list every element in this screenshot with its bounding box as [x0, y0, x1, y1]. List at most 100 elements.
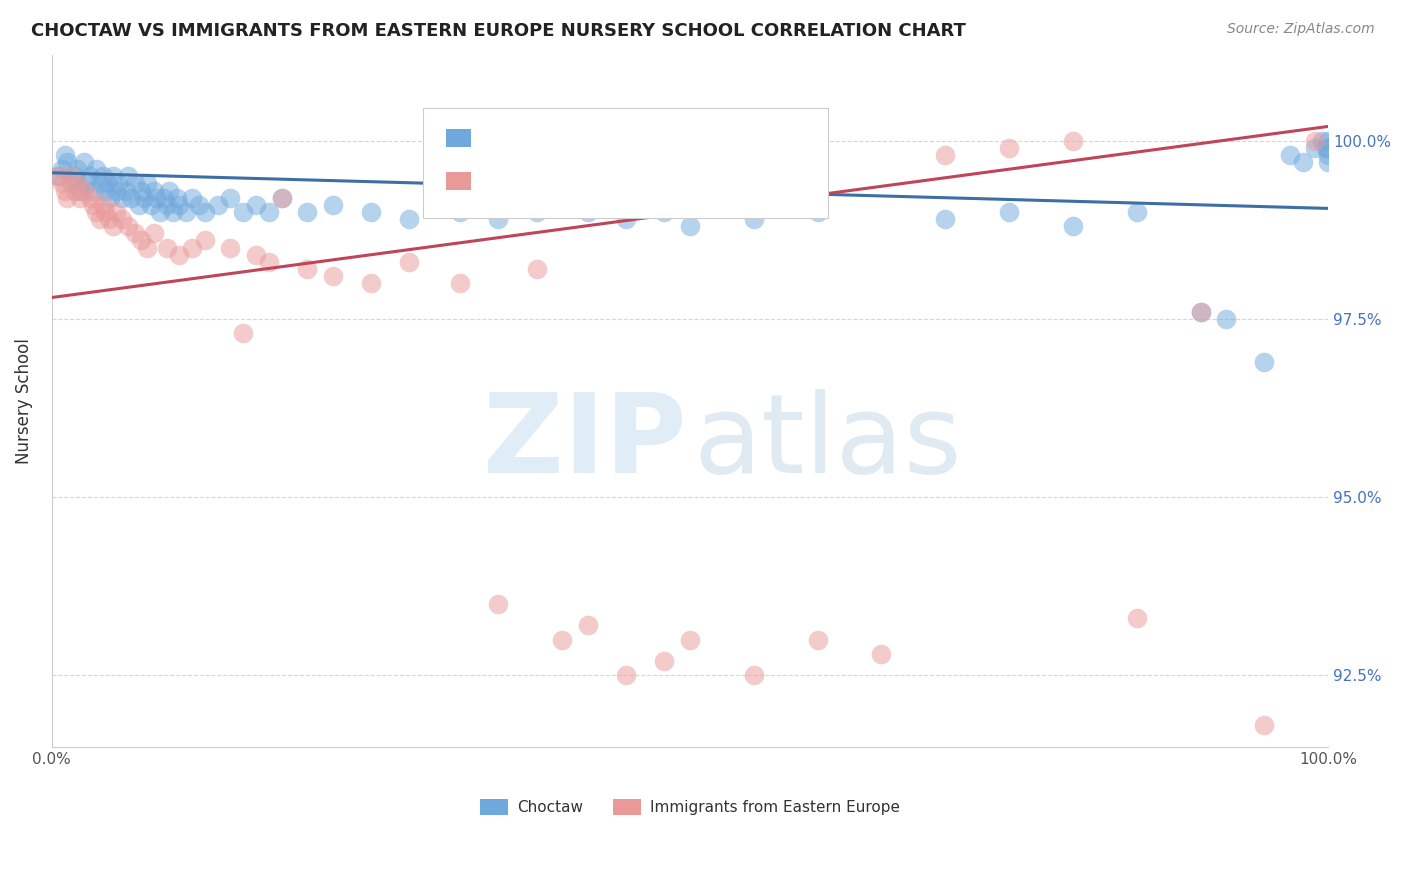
Text: Source: ZipAtlas.com: Source: ZipAtlas.com	[1227, 22, 1375, 37]
Point	[94, 184, 117, 198]
Point	[86, 162, 108, 177]
Point	[360, 205, 382, 219]
Point	[270, 191, 292, 205]
Point	[1317, 141, 1340, 155]
Point	[157, 184, 180, 198]
Point	[89, 177, 111, 191]
Point	[111, 191, 134, 205]
Point	[56, 155, 79, 169]
Point	[654, 654, 676, 668]
Point	[1315, 141, 1337, 155]
Point	[322, 198, 344, 212]
Point	[79, 191, 101, 205]
Point	[124, 177, 146, 191]
Point	[73, 184, 96, 198]
Point	[181, 191, 204, 205]
Point	[1189, 305, 1212, 319]
Text: ZIP: ZIP	[482, 389, 686, 496]
Text: N =: N =	[623, 129, 662, 147]
Point	[132, 191, 155, 205]
Point	[76, 177, 98, 191]
Point	[551, 632, 574, 647]
Point	[614, 212, 637, 227]
Point	[1253, 354, 1275, 368]
Point	[1062, 219, 1084, 234]
Point	[295, 205, 318, 219]
Point	[63, 169, 86, 184]
Point	[63, 184, 86, 198]
Point	[1125, 205, 1147, 219]
Point	[488, 212, 510, 227]
Point	[576, 205, 599, 219]
Point	[66, 162, 89, 177]
Point	[117, 169, 139, 184]
Point	[1317, 155, 1340, 169]
Point	[79, 169, 101, 184]
Point	[149, 205, 172, 219]
Point	[169, 248, 191, 262]
Point	[194, 234, 217, 248]
Point	[187, 198, 209, 212]
Point	[51, 177, 73, 191]
Point	[117, 219, 139, 234]
Legend: Choctaw, Immigrants from Eastern Europe: Choctaw, Immigrants from Eastern Europe	[479, 799, 900, 815]
Point	[488, 597, 510, 611]
Point	[742, 212, 765, 227]
Point	[120, 191, 142, 205]
Point	[423, 198, 446, 212]
Point	[162, 205, 184, 219]
Point	[219, 191, 242, 205]
Point	[91, 169, 114, 184]
Point	[59, 169, 82, 184]
Point	[679, 632, 702, 647]
Point	[129, 184, 152, 198]
Point	[806, 632, 828, 647]
Point	[870, 647, 893, 661]
Point	[153, 191, 176, 205]
Point	[82, 198, 104, 212]
Point	[1317, 148, 1340, 162]
Text: R =: R =	[482, 172, 522, 190]
Point	[295, 262, 318, 277]
Point	[360, 277, 382, 291]
Point	[257, 255, 280, 269]
Point	[742, 668, 765, 682]
Point	[69, 191, 91, 205]
Point	[219, 241, 242, 255]
Point	[142, 227, 165, 241]
Point	[166, 191, 188, 205]
Point	[56, 191, 79, 205]
Point	[551, 198, 574, 212]
Point	[104, 205, 127, 219]
Point	[104, 184, 127, 198]
Point	[174, 205, 197, 219]
Point	[53, 184, 76, 198]
Point	[526, 205, 548, 219]
Point	[245, 198, 267, 212]
Point	[169, 198, 191, 212]
Point	[97, 177, 120, 191]
Point	[51, 162, 73, 177]
Point	[86, 205, 108, 219]
Point	[156, 198, 179, 212]
Point	[91, 198, 114, 212]
Point	[245, 248, 267, 262]
Point	[98, 212, 121, 227]
Point	[257, 205, 280, 219]
Point	[1278, 148, 1301, 162]
Point	[141, 198, 163, 212]
Text: 56: 56	[668, 172, 693, 190]
Text: CHOCTAW VS IMMIGRANTS FROM EASTERN EUROPE NURSERY SCHOOL CORRELATION CHART: CHOCTAW VS IMMIGRANTS FROM EASTERN EUROP…	[31, 22, 966, 40]
Point	[1317, 134, 1340, 148]
Point	[46, 169, 69, 184]
Point	[59, 177, 82, 191]
Point	[576, 618, 599, 632]
Point	[449, 277, 471, 291]
Point	[111, 212, 134, 227]
Point	[934, 212, 956, 227]
Point	[654, 205, 676, 219]
Text: 0.297: 0.297	[527, 172, 583, 190]
Point	[998, 141, 1021, 155]
Point	[398, 255, 420, 269]
Point	[1310, 134, 1333, 148]
